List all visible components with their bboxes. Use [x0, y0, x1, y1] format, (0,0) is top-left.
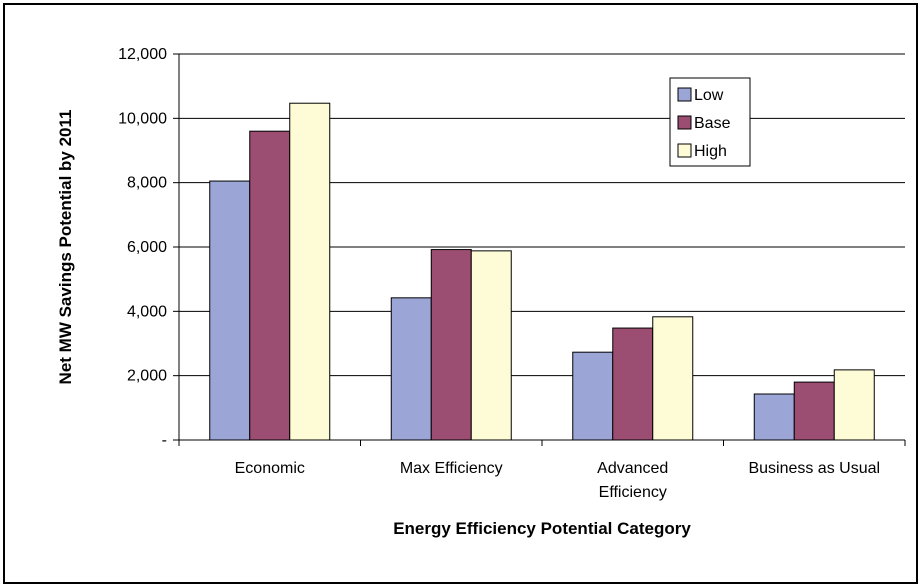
bar-high: [289, 102, 331, 441]
y-tick-label: -: [162, 432, 167, 449]
bar-base: [793, 381, 835, 441]
bar-base: [430, 249, 472, 441]
x-ticks: Economic Max Efficiency Advanced Efficiency…: [178, 440, 906, 501]
x-tick-label: Max Efficiency: [400, 460, 503, 477]
x-tick-label: Advanced: [597, 460, 668, 477]
x-tick-label: Economic: [235, 460, 305, 477]
x-axis-title: Energy Efficiency Potential Category: [393, 519, 691, 538]
legend-label-high: High: [694, 143, 727, 160]
x-tick-label: Efficiency: [599, 484, 667, 501]
bar-low: [209, 180, 251, 441]
legend-label-base: Base: [694, 115, 731, 132]
bar-base: [249, 130, 291, 441]
y-tick-label: 2,000: [127, 368, 167, 385]
bar-low: [753, 393, 795, 441]
y-ticks: - 2,000 4,000 6,000 8,000 10,000 12,000: [118, 46, 179, 449]
bars: [209, 102, 875, 441]
y-tick-label: 8,000: [127, 175, 167, 192]
bar-low: [390, 297, 432, 441]
bar-high: [470, 250, 512, 441]
legend-swatch-low: [677, 87, 692, 102]
y-tick-label: 10,000: [118, 110, 167, 127]
x-tick-label: Business as Usual: [748, 460, 880, 477]
legend-swatch-base: [677, 115, 692, 130]
bar-high: [833, 369, 875, 441]
y-axis-title: Net MW Savings Potential by 2011: [56, 110, 75, 385]
y-tick-label: 12,000: [118, 46, 167, 63]
legend-swatch-high: [677, 143, 692, 158]
legend-label-low: Low: [694, 87, 724, 104]
legend: Low Base High: [669, 77, 751, 167]
bar-low: [572, 351, 614, 441]
y-tick-label: 4,000: [127, 303, 167, 320]
bar-high: [652, 316, 694, 441]
bar-base: [612, 327, 654, 441]
y-tick-label: 6,000: [127, 239, 167, 256]
